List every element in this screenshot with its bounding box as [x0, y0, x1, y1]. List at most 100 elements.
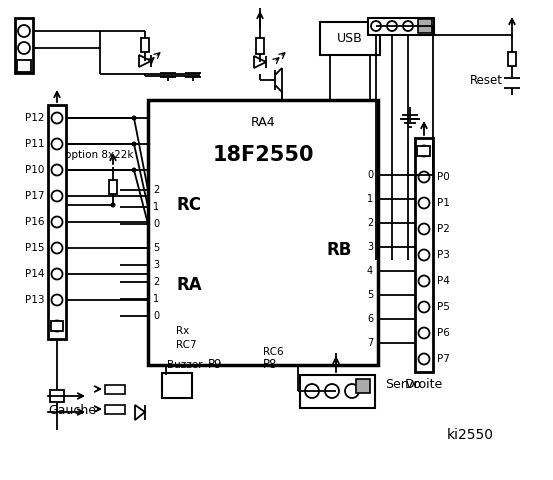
Circle shape	[403, 21, 413, 31]
Circle shape	[387, 21, 397, 31]
Text: 4: 4	[367, 266, 373, 276]
Circle shape	[419, 224, 430, 235]
Bar	[105, 405, 125, 414]
Text: P14: P14	[24, 269, 44, 279]
Bar	[48, 105, 66, 339]
Text: 18F2550: 18F2550	[212, 145, 314, 165]
Bar	[141, 38, 149, 52]
Circle shape	[51, 191, 62, 202]
Circle shape	[132, 168, 137, 172]
Circle shape	[419, 171, 430, 182]
Bar	[417, 146, 430, 156]
Circle shape	[18, 42, 30, 54]
Bar	[17, 60, 31, 72]
Circle shape	[51, 112, 62, 123]
Text: 6: 6	[367, 314, 373, 324]
Text: 5: 5	[367, 290, 373, 300]
Circle shape	[51, 165, 62, 176]
Bar	[368, 18, 434, 35]
Text: 0: 0	[153, 219, 159, 229]
Text: P11: P11	[24, 139, 44, 149]
Text: P4: P4	[437, 276, 450, 286]
Text: P12: P12	[24, 113, 44, 123]
Text: ki2550: ki2550	[446, 428, 493, 442]
Circle shape	[419, 353, 430, 364]
Text: P2: P2	[437, 224, 450, 234]
Bar	[15, 18, 33, 73]
Text: 2: 2	[153, 185, 159, 195]
Circle shape	[419, 145, 430, 156]
Circle shape	[51, 295, 62, 305]
Text: P3: P3	[437, 250, 450, 260]
Circle shape	[325, 384, 339, 398]
Bar	[415, 138, 433, 372]
Text: P1: P1	[437, 198, 450, 208]
Text: Servo: Servo	[385, 379, 421, 392]
Circle shape	[419, 250, 430, 261]
Circle shape	[111, 203, 116, 207]
Bar	[162, 373, 192, 398]
Bar	[418, 19, 432, 33]
Bar	[356, 379, 370, 393]
Text: option 8x22k: option 8x22k	[65, 150, 133, 160]
Text: RC: RC	[176, 196, 201, 214]
Circle shape	[51, 139, 62, 149]
Polygon shape	[135, 405, 145, 420]
Bar	[320, 22, 380, 55]
Text: P9: P9	[208, 359, 222, 372]
Circle shape	[419, 301, 430, 312]
Text: RC6: RC6	[263, 347, 284, 357]
Text: RA: RA	[176, 276, 202, 294]
Text: RB: RB	[326, 241, 351, 259]
Text: Reset: Reset	[470, 73, 503, 86]
Text: 5: 5	[153, 243, 159, 253]
Circle shape	[18, 25, 30, 37]
Circle shape	[132, 116, 137, 120]
Circle shape	[419, 327, 430, 338]
Text: P17: P17	[24, 191, 44, 201]
Text: Gauche: Gauche	[48, 404, 96, 417]
Text: RA4: RA4	[251, 116, 275, 129]
Circle shape	[345, 384, 359, 398]
Text: P13: P13	[24, 295, 44, 305]
Text: P7: P7	[437, 354, 450, 364]
Circle shape	[51, 216, 62, 228]
Bar	[148, 100, 378, 365]
Bar	[256, 38, 264, 54]
Text: 1: 1	[367, 194, 373, 204]
Circle shape	[51, 321, 62, 332]
Circle shape	[419, 276, 430, 287]
Bar	[109, 180, 117, 194]
Circle shape	[419, 197, 430, 208]
Text: USB: USB	[337, 32, 363, 45]
Circle shape	[51, 268, 62, 279]
Text: 2: 2	[153, 277, 159, 287]
Polygon shape	[139, 55, 151, 67]
Bar	[51, 321, 63, 331]
Text: 0: 0	[367, 170, 373, 180]
Circle shape	[51, 242, 62, 253]
Text: 3: 3	[367, 242, 373, 252]
Text: P15: P15	[24, 243, 44, 253]
Circle shape	[305, 384, 319, 398]
Bar	[50, 390, 64, 402]
Circle shape	[371, 21, 381, 31]
Text: 7: 7	[367, 338, 373, 348]
Text: 2: 2	[367, 218, 373, 228]
Text: P8: P8	[263, 359, 277, 372]
Text: P10: P10	[25, 165, 44, 175]
Text: Droite: Droite	[405, 377, 443, 391]
Text: 1: 1	[153, 202, 159, 212]
Polygon shape	[254, 56, 266, 68]
Text: P5: P5	[437, 302, 450, 312]
Text: P16: P16	[24, 217, 44, 227]
Text: 1: 1	[153, 294, 159, 304]
Bar	[105, 385, 125, 394]
Bar	[508, 52, 516, 66]
Text: Buzzer: Buzzer	[167, 360, 203, 370]
Text: 3: 3	[153, 260, 159, 270]
Bar	[300, 375, 375, 408]
Text: P6: P6	[437, 328, 450, 338]
Text: P0: P0	[437, 172, 450, 182]
Text: 0: 0	[153, 311, 159, 321]
